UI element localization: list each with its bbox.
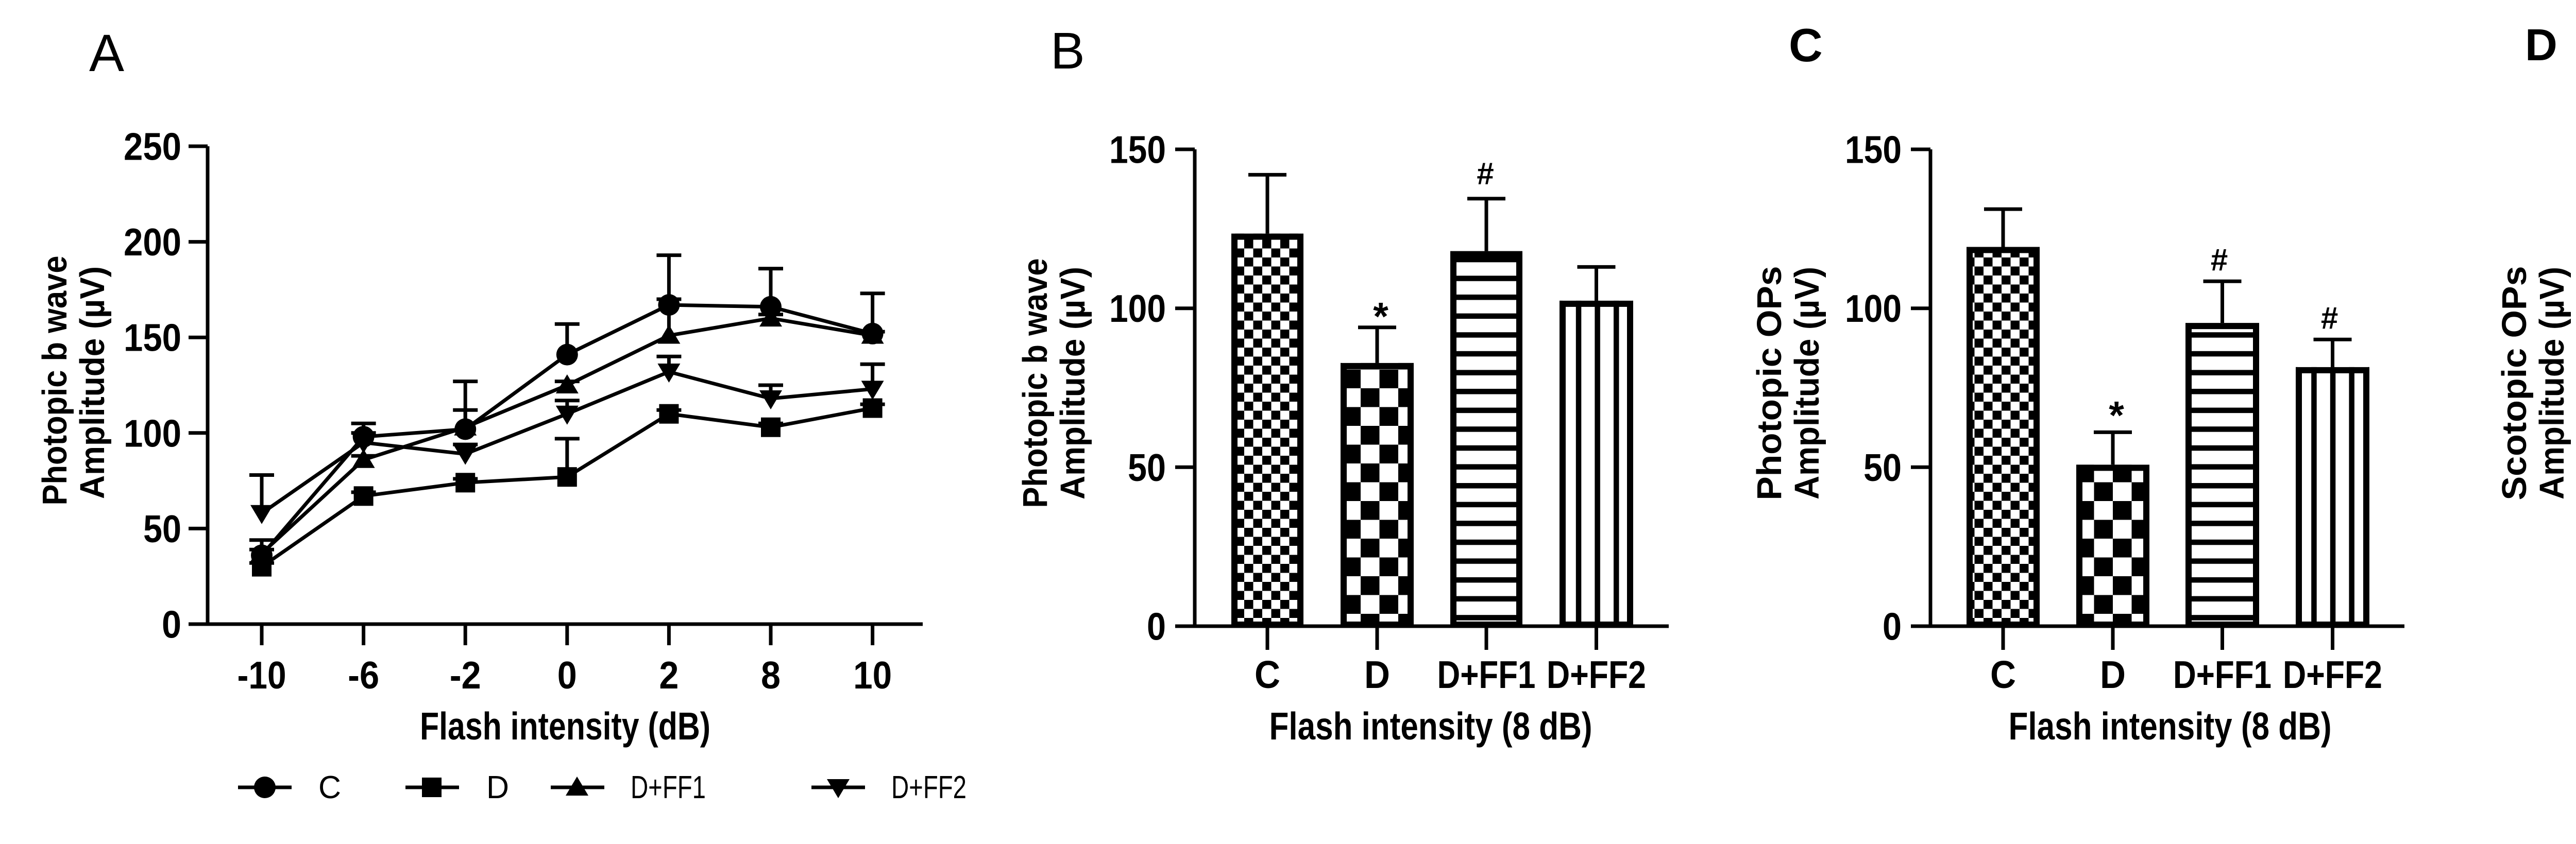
svg-text:#: # (2321, 301, 2338, 335)
svg-text:Amplitude (µV): Amplitude (µV) (1788, 267, 1826, 499)
svg-text:Amplitude (µV): Amplitude (µV) (73, 266, 112, 499)
svg-text:D: D (486, 770, 509, 805)
svg-text:150: 150 (1845, 128, 1902, 171)
svg-text:#: # (1477, 157, 1494, 191)
svg-text:D: D (2100, 653, 2126, 696)
svg-text:Scotopic OPs: Scotopic OPs (2495, 266, 2534, 501)
svg-text:-2: -2 (450, 653, 481, 697)
svg-text:D+FF2: D+FF2 (1547, 653, 1646, 696)
svg-text:Amplitude (µV): Amplitude (µV) (2533, 267, 2571, 499)
svg-text:D+FF2: D+FF2 (891, 770, 967, 805)
svg-text:D: D (2525, 20, 2557, 70)
svg-text:200: 200 (124, 220, 181, 264)
svg-text:Photopic b wave: Photopic b wave (1016, 259, 1055, 508)
svg-text:C: C (1255, 653, 1280, 696)
svg-text:150: 150 (1109, 128, 1166, 171)
svg-text:C: C (318, 770, 341, 805)
svg-text:2: 2 (659, 653, 679, 697)
svg-text:Photopic OPs: Photopic OPs (1750, 266, 1789, 501)
svg-text:100: 100 (1109, 287, 1166, 330)
svg-text:C: C (1789, 20, 1823, 72)
svg-text:250: 250 (124, 125, 181, 168)
svg-text:Photopic b wave: Photopic b wave (36, 256, 74, 506)
svg-text:50: 50 (143, 507, 181, 550)
svg-text:50: 50 (1863, 446, 1902, 489)
svg-text:*: * (2109, 393, 2124, 437)
svg-text:D+FF1: D+FF1 (1437, 653, 1536, 696)
svg-text:A: A (89, 24, 124, 82)
svg-text:Flash intensity (8 dB): Flash intensity (8 dB) (2009, 704, 2332, 748)
svg-text:8: 8 (761, 653, 781, 697)
svg-text:0: 0 (162, 603, 181, 646)
svg-text:50: 50 (1128, 446, 1166, 489)
svg-text:C: C (1990, 653, 2016, 696)
svg-text:0: 0 (1883, 605, 1902, 648)
svg-text:-6: -6 (348, 653, 379, 697)
svg-text:D+FF1: D+FF1 (631, 770, 706, 805)
svg-text:*: * (1373, 295, 1388, 339)
svg-text:Flash intensity (8 dB): Flash intensity (8 dB) (1269, 704, 1592, 748)
svg-text:100: 100 (124, 411, 181, 455)
svg-text:10: 10 (853, 653, 892, 697)
svg-text:D+FF1: D+FF1 (2173, 653, 2272, 696)
svg-text:D+FF2: D+FF2 (2283, 653, 2382, 696)
svg-text:Flash intensity (dB): Flash intensity (dB) (420, 704, 710, 748)
svg-text:B: B (1050, 22, 1085, 80)
svg-text:100: 100 (1845, 287, 1902, 330)
svg-text:-10: -10 (238, 653, 286, 697)
svg-text:0: 0 (557, 653, 577, 697)
svg-text:150: 150 (124, 316, 181, 359)
svg-text:Amplitude (µV): Amplitude (µV) (1054, 267, 1092, 499)
svg-text:0: 0 (1147, 605, 1166, 648)
svg-text:D: D (1364, 653, 1390, 696)
svg-text:#: # (2211, 243, 2228, 277)
